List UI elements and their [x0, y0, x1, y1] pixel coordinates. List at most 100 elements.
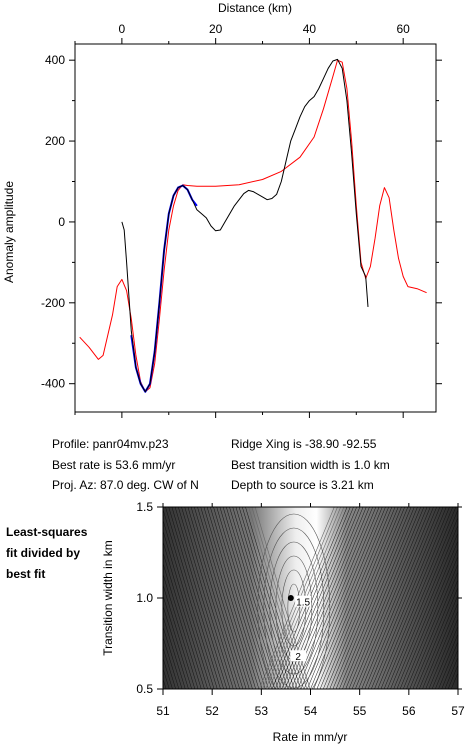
- contour-line: [332, 507, 409, 689]
- top-ytick-label: -400: [41, 377, 65, 391]
- contour-ring: [269, 541, 319, 675]
- contour-line: [284, 507, 361, 689]
- proj-az-text: Proj. Az: 87.0 deg. CW of N: [52, 478, 199, 492]
- contour-line: [238, 507, 295, 689]
- contour-line: [435, 633, 458, 689]
- contour-line: [287, 507, 364, 689]
- contour-ring: [263, 527, 325, 689]
- depth-text: Depth to source is 3.21 km: [231, 478, 374, 492]
- contour-line: [86, 507, 141, 689]
- series-line-1: [130, 184, 198, 393]
- contour-line: [194, 507, 250, 689]
- contour-line: [422, 602, 458, 689]
- contour-line: [163, 626, 183, 689]
- contour-line: [190, 507, 247, 689]
- contour-line: [181, 507, 237, 689]
- top-ytick-label: 400: [45, 53, 65, 67]
- bot-xtick-label: 56: [402, 704, 416, 718]
- contour-line: [345, 507, 421, 689]
- bottom-plot-frame: [162, 506, 459, 690]
- contour-line: [291, 507, 367, 689]
- contour-line: [163, 530, 212, 689]
- series-line-2: [121, 58, 369, 393]
- bot-xtick-label: 55: [353, 704, 367, 718]
- contour-line: [316, 507, 393, 689]
- top-xtick-label: 20: [209, 22, 223, 36]
- contour-line: [197, 507, 253, 689]
- contour-line: [222, 507, 279, 689]
- contour-line: [245, 507, 301, 689]
- contour-line: [213, 507, 269, 689]
- contour-line: [242, 507, 298, 689]
- contour-line: [307, 507, 383, 689]
- contour-line: [431, 625, 458, 689]
- contour-line: [380, 507, 457, 689]
- contour-line: [335, 507, 412, 689]
- contour-line: [371, 507, 447, 689]
- contour-line: [419, 594, 458, 689]
- bot-xtick-label: 54: [304, 704, 318, 718]
- contour-line: [216, 507, 272, 689]
- contour-line: [406, 563, 458, 689]
- bottom-xlabel: Rate in mm/yr: [273, 730, 348, 744]
- contour-ring: [281, 569, 307, 647]
- bot-xtick-label: 57: [451, 704, 465, 718]
- contour-line: [409, 571, 458, 689]
- contour-line: [200, 507, 256, 689]
- contour-line: [281, 507, 357, 689]
- contour-line: [399, 547, 458, 689]
- contour-line: [174, 507, 231, 689]
- contour-line: [184, 507, 240, 689]
- contour-line: [92, 507, 147, 689]
- contour-line: [163, 519, 215, 689]
- contour-line: [206, 507, 263, 689]
- contour-line: [163, 678, 167, 689]
- contour-line: [102, 507, 157, 689]
- contour-line: [444, 656, 458, 689]
- anomaly-profile-chart: 0 20 40 60 400 200 0 -200 -400 Distance (km) Ano…: [2, 1, 442, 418]
- contour-line: [294, 507, 370, 689]
- contour-line: [339, 507, 415, 689]
- contour-line: [303, 507, 380, 689]
- top-xlabel: Distance (km): [218, 1, 292, 15]
- contour-line: [251, 507, 308, 689]
- contour-line: [438, 641, 458, 689]
- top-ylabel: Anomaly amplitude: [2, 181, 16, 283]
- contour-line: [163, 562, 202, 689]
- contour-line: [163, 667, 170, 689]
- contour-line: [387, 516, 458, 689]
- contour-line: [163, 636, 180, 689]
- contour-line: [377, 507, 453, 689]
- best-fit-marker: [287, 595, 294, 601]
- contour-line: [275, 507, 351, 689]
- bot-ytick-label: 1.5: [136, 500, 153, 514]
- contour-line: [268, 507, 345, 689]
- contour-line: [163, 647, 176, 689]
- contour-line: [235, 507, 292, 689]
- contour-line: [358, 507, 434, 689]
- contour-line: [163, 573, 199, 689]
- contour-line: [412, 578, 458, 689]
- contour-line: [210, 507, 266, 689]
- top-ytick-label: 200: [45, 134, 65, 148]
- contour-line: [323, 507, 399, 689]
- profile-text: Profile: panr04mv.p23: [52, 437, 169, 451]
- bot-xtick-label: 52: [205, 704, 219, 718]
- contour-line: [105, 507, 160, 689]
- contour-line: [278, 507, 354, 689]
- bot-ytick-label: 0.5: [136, 682, 153, 696]
- contour-line: [163, 594, 192, 689]
- contour-line: [364, 507, 441, 689]
- contour-line: [396, 540, 458, 689]
- contour-line: [219, 507, 276, 689]
- top-ytick-label: -200: [41, 296, 65, 310]
- contour-line: [163, 605, 189, 689]
- contour-line: [168, 507, 224, 689]
- contour-line: [163, 657, 173, 689]
- contour-line: [329, 507, 405, 689]
- contour-line: [425, 609, 458, 689]
- contour-line: [393, 532, 458, 689]
- best-width-text: Best transition width is 1.0 km: [231, 458, 390, 472]
- contour-line: [165, 507, 221, 689]
- contour-line: [178, 507, 234, 689]
